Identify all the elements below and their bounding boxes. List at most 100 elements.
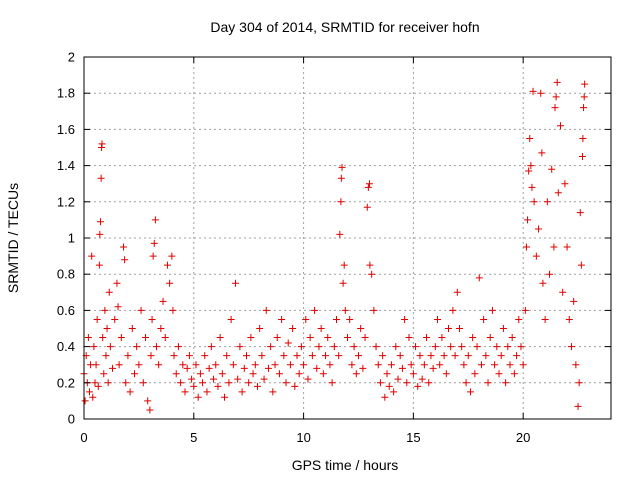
data-point xyxy=(337,174,345,182)
data-point xyxy=(139,379,147,387)
data-point xyxy=(163,261,171,269)
data-point xyxy=(102,352,110,360)
data-points xyxy=(80,78,589,414)
y-tick-label: 1.6 xyxy=(57,122,75,137)
data-point xyxy=(482,352,490,360)
data-point xyxy=(407,361,415,369)
data-point xyxy=(236,343,244,351)
data-point xyxy=(374,361,382,369)
data-point xyxy=(513,352,521,360)
data-point xyxy=(453,288,461,296)
data-point xyxy=(339,279,347,287)
data-point xyxy=(580,93,588,101)
data-point xyxy=(317,325,325,332)
data-point xyxy=(337,198,345,206)
data-point xyxy=(131,370,139,378)
data-point xyxy=(451,352,459,360)
data-point xyxy=(185,352,193,360)
data-point xyxy=(431,343,439,351)
axis-ticks: 00.20.40.60.811.21.41.61.820 5 10 15 20 xyxy=(57,50,611,445)
data-point xyxy=(308,352,316,360)
data-point xyxy=(161,334,169,342)
data-point xyxy=(522,243,530,251)
data-point xyxy=(392,343,400,351)
data-point xyxy=(137,306,145,314)
data-point xyxy=(576,209,584,217)
data-point xyxy=(403,379,411,387)
data-point xyxy=(552,93,560,101)
data-point xyxy=(548,165,556,173)
y-tick-label: 0.6 xyxy=(57,303,75,318)
data-point xyxy=(149,252,157,260)
data-point xyxy=(94,382,102,390)
data-point xyxy=(340,261,348,269)
data-point xyxy=(462,379,470,387)
data-point xyxy=(262,306,270,314)
chart-title: Day 304 of 2014, SRMTID for receiver hof… xyxy=(210,19,479,35)
data-point xyxy=(188,375,196,383)
data-point xyxy=(280,352,288,360)
data-point xyxy=(284,339,292,347)
data-point xyxy=(115,361,123,369)
data-point xyxy=(434,315,442,323)
data-point xyxy=(124,352,132,360)
data-point xyxy=(539,279,547,287)
data-point xyxy=(438,334,446,342)
data-point xyxy=(484,379,492,387)
data-point xyxy=(311,306,319,314)
data-point xyxy=(354,352,362,360)
y-tick-label: 0.8 xyxy=(57,267,75,282)
data-point xyxy=(550,243,558,251)
data-point xyxy=(559,288,567,296)
data-point xyxy=(556,122,564,130)
y-tick-label: 0 xyxy=(68,412,75,427)
data-point xyxy=(528,183,536,191)
data-point xyxy=(194,393,202,401)
x-axis-label: GPS time / hours xyxy=(292,457,399,473)
data-point xyxy=(113,279,121,287)
data-point xyxy=(223,352,231,360)
grid-lines xyxy=(84,57,611,419)
data-point xyxy=(398,364,406,372)
data-point xyxy=(336,230,344,238)
x-tick-label: 5 xyxy=(190,430,197,445)
data-point xyxy=(515,315,523,323)
data-point xyxy=(499,325,507,332)
data-point xyxy=(543,198,551,206)
data-point xyxy=(146,406,154,414)
data-point xyxy=(458,343,466,351)
data-point xyxy=(372,343,380,351)
data-point xyxy=(122,379,130,387)
data-point xyxy=(425,379,433,387)
data-point xyxy=(289,325,297,332)
data-point xyxy=(313,364,321,372)
data-point xyxy=(282,379,290,387)
data-point xyxy=(326,361,334,369)
data-point xyxy=(205,364,213,372)
data-point xyxy=(322,352,330,360)
data-point xyxy=(502,379,510,387)
data-point xyxy=(574,402,582,410)
data-point xyxy=(390,388,398,396)
data-point xyxy=(350,343,358,351)
data-point xyxy=(506,361,514,369)
data-point xyxy=(99,334,107,342)
y-tick-label: 0.2 xyxy=(57,375,75,390)
data-point xyxy=(527,162,535,170)
data-point xyxy=(117,334,125,342)
data-point xyxy=(546,270,554,278)
data-point xyxy=(157,325,165,332)
data-point xyxy=(148,315,156,323)
data-point xyxy=(275,370,283,378)
data-point xyxy=(469,334,477,342)
data-point xyxy=(364,183,372,191)
data-point xyxy=(394,375,402,383)
data-point xyxy=(572,361,580,369)
data-point xyxy=(361,334,369,342)
x-tick-label: 20 xyxy=(516,430,530,445)
data-point xyxy=(442,370,450,378)
data-point xyxy=(525,167,533,175)
data-point xyxy=(96,218,104,226)
data-point xyxy=(429,364,437,372)
data-point xyxy=(445,325,453,332)
